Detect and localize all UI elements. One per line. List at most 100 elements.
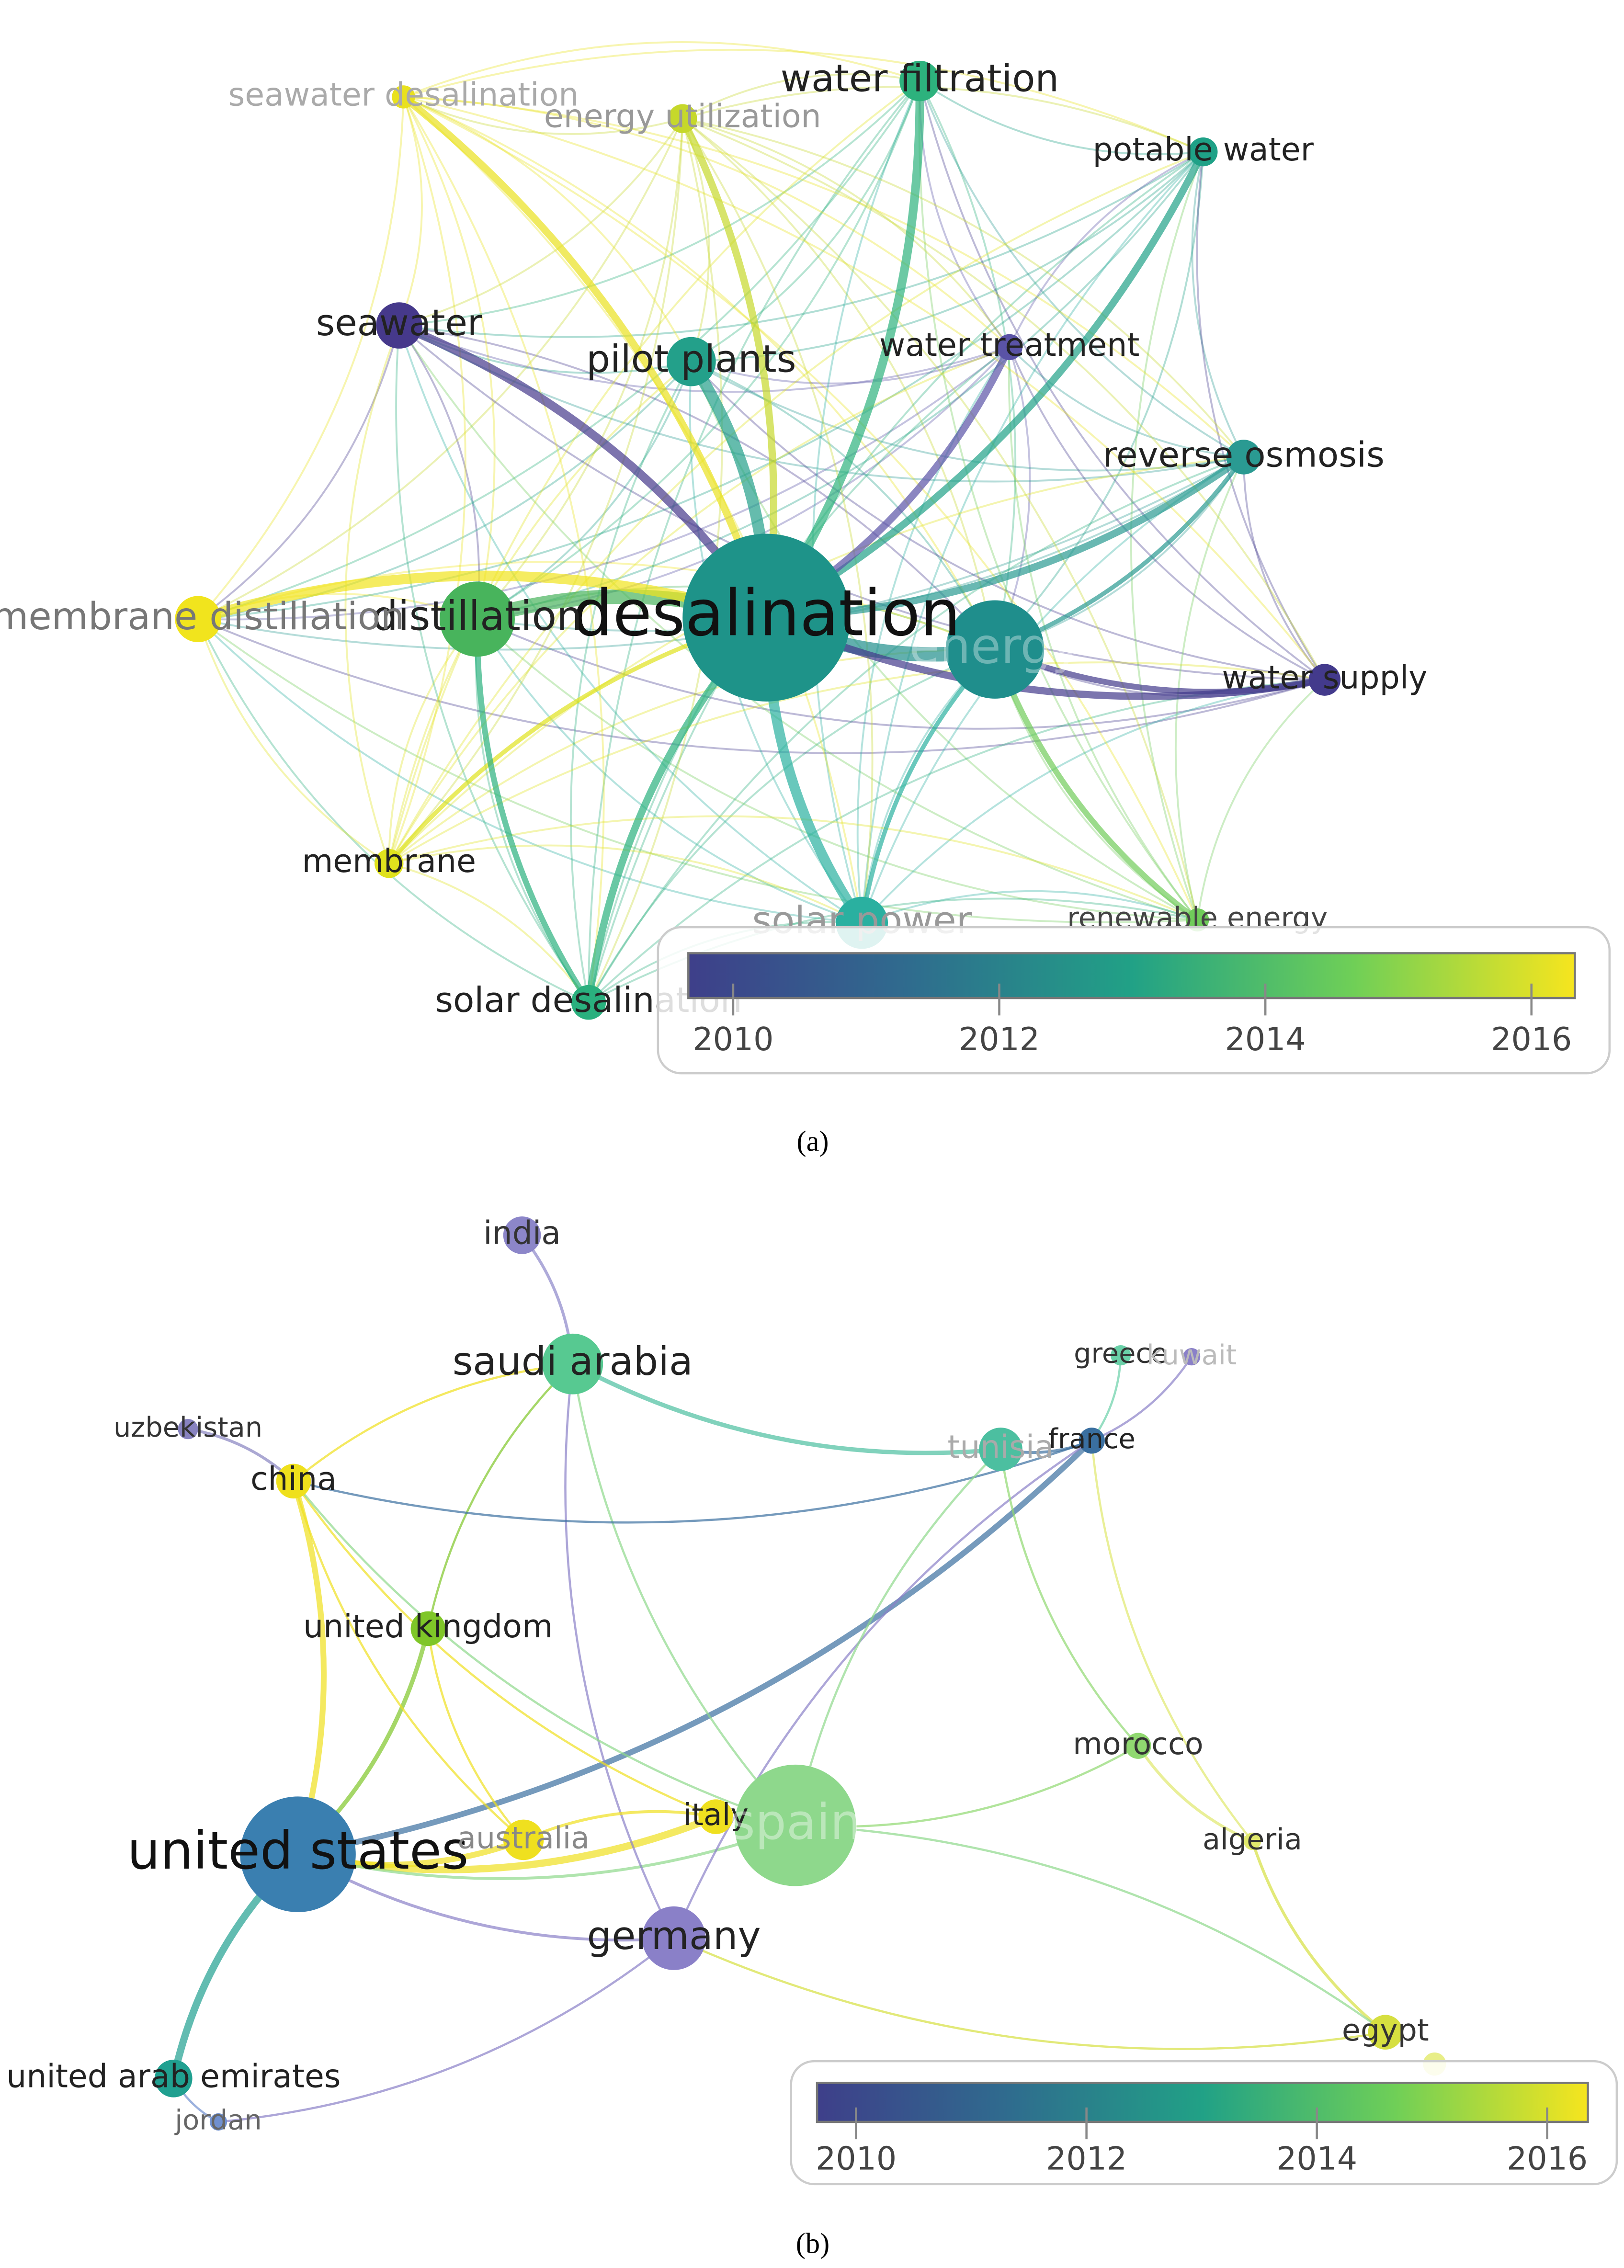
node-label: energy utilization xyxy=(544,98,821,135)
edge xyxy=(293,1480,716,1818)
node xyxy=(1125,1733,1151,1759)
node xyxy=(1111,1345,1131,1366)
node xyxy=(376,302,422,349)
edge xyxy=(682,86,1204,153)
node xyxy=(1243,1832,1261,1850)
edge xyxy=(992,648,1199,922)
colorbar-tick-label: 2012 xyxy=(959,1021,1040,1058)
edge xyxy=(197,325,400,620)
node xyxy=(175,596,221,643)
colorbar-tick-label: 2016 xyxy=(1507,2140,1588,2177)
edge xyxy=(388,151,1204,864)
node xyxy=(542,1333,603,1395)
edge xyxy=(388,118,684,864)
edge xyxy=(1251,1841,1386,2034)
edge xyxy=(691,346,1010,385)
node xyxy=(1308,664,1341,696)
edge xyxy=(999,1449,1139,1747)
edge xyxy=(344,325,400,864)
edge xyxy=(691,151,1204,363)
edge xyxy=(398,96,423,326)
node-label: germany xyxy=(587,1913,761,1959)
node xyxy=(209,2113,227,2131)
colorbar-tick-label: 2010 xyxy=(816,2140,897,2177)
edge xyxy=(197,619,390,864)
node-label: water supply xyxy=(1222,659,1427,696)
edge xyxy=(198,346,1010,621)
edge xyxy=(682,73,920,120)
edge xyxy=(403,96,693,363)
edge xyxy=(477,618,1325,730)
edge xyxy=(197,97,405,620)
edge xyxy=(197,618,862,924)
edge xyxy=(681,118,710,362)
node xyxy=(1186,908,1209,932)
edge xyxy=(198,80,921,620)
edge xyxy=(571,1363,796,1826)
node-label: saudi arabia xyxy=(453,1339,693,1384)
node-label: distillation xyxy=(372,593,582,640)
node xyxy=(667,337,716,386)
node xyxy=(734,1764,856,1886)
node-label: seawater xyxy=(316,302,483,344)
node xyxy=(1189,137,1218,167)
edge xyxy=(197,118,684,620)
colorbar-tick-label: 2010 xyxy=(693,1021,773,1058)
colorbar-tick-label: 2016 xyxy=(1491,1021,1572,1058)
colorbar xyxy=(687,952,1576,999)
node-label: membrane distillation xyxy=(0,594,404,638)
edge xyxy=(474,619,591,1004)
edge xyxy=(218,1937,675,2123)
edge xyxy=(682,117,1245,458)
edge xyxy=(682,117,1011,348)
node xyxy=(503,1216,541,1254)
edge xyxy=(764,150,1207,621)
edge xyxy=(994,152,1204,650)
node-label: united arab emirates xyxy=(6,2057,341,2095)
node-label: united kingdom xyxy=(303,1608,553,1645)
edge xyxy=(570,361,693,1003)
colorbar-tick-label: 2014 xyxy=(1225,1021,1306,1058)
edge xyxy=(402,96,605,1003)
node-label: water treatment xyxy=(879,326,1140,363)
edge xyxy=(388,618,478,864)
edge xyxy=(1090,1440,1253,1842)
node xyxy=(155,2060,193,2098)
node xyxy=(392,85,415,109)
edge xyxy=(795,1824,1386,2033)
edge xyxy=(691,361,996,650)
edge xyxy=(1009,346,1244,458)
edge xyxy=(388,661,1325,864)
edge xyxy=(1008,347,1325,681)
edge xyxy=(297,1824,796,1880)
node xyxy=(571,985,606,1020)
edge xyxy=(811,80,921,923)
edge xyxy=(196,570,768,624)
edge xyxy=(427,1628,524,1841)
node-label: morocco xyxy=(1073,1726,1204,1761)
node-label: australia xyxy=(457,1820,590,1856)
node-label: italy xyxy=(683,1797,748,1832)
edge xyxy=(522,1810,716,1841)
edge xyxy=(293,1362,573,1482)
edge xyxy=(402,96,496,620)
edge xyxy=(388,96,466,864)
edge xyxy=(388,361,692,864)
edge xyxy=(919,80,1326,681)
node xyxy=(375,849,404,878)
edge xyxy=(861,151,1204,923)
edge xyxy=(762,81,924,620)
edge xyxy=(571,1362,1001,1455)
edge xyxy=(588,80,920,1003)
node xyxy=(668,104,697,133)
edge xyxy=(477,80,921,620)
edge xyxy=(403,96,1245,458)
edge xyxy=(398,324,1010,393)
node-label: membrane xyxy=(302,842,476,880)
node-label: pilot plants xyxy=(586,337,796,381)
edge xyxy=(395,325,590,1003)
node xyxy=(1226,440,1261,475)
edge xyxy=(197,618,1198,923)
node-label: reverse osmosis xyxy=(1103,435,1385,475)
